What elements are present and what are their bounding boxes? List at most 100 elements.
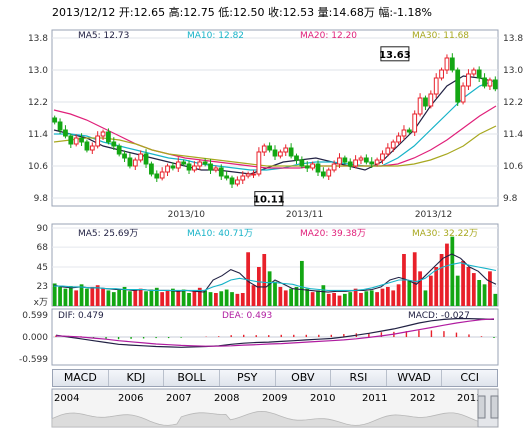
candle-body <box>476 69 482 79</box>
volume-bar <box>299 260 304 306</box>
volume-y-axis: 90 68 45 23 x万 <box>34 224 49 308</box>
tab-psy[interactable]: PSY <box>220 370 276 386</box>
volume-bar <box>214 293 218 306</box>
candle-body <box>487 79 493 87</box>
price-x-axis: 2013/10 2013/11 2013/12 <box>168 210 453 220</box>
candlesticks <box>52 53 498 188</box>
candle-body <box>320 171 326 177</box>
volume-bar <box>439 254 444 306</box>
overview-years: 2004 2006 2007 2008 2009 2010 2011 2012 2013 <box>54 393 482 404</box>
volume-bar <box>289 288 294 306</box>
macd-lines <box>55 318 495 348</box>
tab-wvad[interactable]: WVAD <box>387 370 443 386</box>
candle-body <box>331 163 337 171</box>
volume-bar <box>369 290 374 306</box>
volume-bar <box>471 273 476 306</box>
tab-macd[interactable]: MACD <box>53 370 109 386</box>
volume-bar <box>106 290 111 306</box>
candle-body <box>423 97 428 107</box>
candle-body <box>116 145 122 155</box>
price-ma-lines <box>53 75 497 175</box>
candle-body <box>466 73 471 87</box>
volume-bar <box>342 293 347 306</box>
volume-bar <box>154 287 159 306</box>
volume-bar <box>477 280 482 306</box>
price-xtick: 2013/12 <box>415 210 452 220</box>
candle-body <box>353 159 358 167</box>
candle-body <box>283 147 289 153</box>
dea-line <box>55 318 495 347</box>
candle-body <box>374 159 380 165</box>
macd-legend-3: MACD: -0.027 <box>408 311 470 321</box>
candle-body <box>79 137 84 143</box>
volume-bar <box>230 292 234 306</box>
candle-body <box>213 167 219 171</box>
macd-ytick: -0.599 <box>19 355 48 365</box>
volume-bar <box>488 271 492 306</box>
indicator-tabs: MACD KDJ BOLL PSY OBV RSI WVAD CCI <box>52 369 498 387</box>
overview-year-label: 2006 <box>118 393 143 404</box>
candle-body <box>299 159 305 167</box>
candle-body <box>245 173 251 177</box>
candle-body <box>175 161 181 169</box>
volume-bar <box>74 290 79 306</box>
volume-bar <box>466 267 471 306</box>
volume-bar <box>321 285 326 306</box>
price-ytick-left: 10.6 <box>28 162 48 172</box>
tab-kdj[interactable]: KDJ <box>109 370 165 386</box>
volume-bar <box>450 236 455 306</box>
volume-legend-3: MA20: 39.38万 <box>300 229 366 239</box>
volume-ma-lines <box>53 253 497 293</box>
candle-body <box>122 153 127 159</box>
volume-bar <box>68 286 73 306</box>
volume-bar <box>305 288 310 306</box>
candle-body <box>455 69 461 103</box>
candle-body <box>186 163 192 171</box>
price-ytick-left: 9.8 <box>34 194 49 204</box>
volume-ytick: x万 <box>34 298 48 308</box>
volume-bar <box>79 284 84 306</box>
overview-handle-right[interactable] <box>490 395 499 419</box>
candle-body <box>288 147 294 157</box>
overview-year-label: 2009 <box>262 393 287 404</box>
candle-body <box>294 155 299 161</box>
volume-bar <box>63 288 68 306</box>
overview-year-label: 2013 <box>457 393 482 404</box>
price-y-axis-right: 13.8 13.0 12.2 11.4 10.6 9.8 <box>503 34 523 204</box>
candle-body <box>433 77 439 95</box>
tab-obv[interactable]: OBV <box>276 370 332 386</box>
volume-bar <box>251 285 256 306</box>
volume-bar <box>192 291 197 306</box>
candle-body <box>89 145 95 151</box>
tab-boll[interactable]: BOLL <box>164 370 220 386</box>
volume-bar <box>283 290 288 306</box>
candle-body <box>310 163 315 169</box>
annotation-label: 13.63 <box>379 50 411 61</box>
price-annotations: 13.63 10.11 <box>253 46 411 207</box>
volume-bar <box>278 286 283 306</box>
volume-bar <box>58 286 62 306</box>
candle-body <box>251 173 256 176</box>
price-ytick-right: 13.8 <box>503 34 523 44</box>
candle-body <box>149 163 154 175</box>
volume-bar <box>385 286 390 306</box>
candle-body <box>401 129 407 137</box>
volume-bar <box>434 267 439 306</box>
candle-body <box>127 157 133 167</box>
volume-bar <box>316 290 320 306</box>
price-ytick-left: 11.4 <box>28 130 48 140</box>
tab-cci[interactable]: CCI <box>460 371 479 384</box>
volume-legend-4: MA30: 32.22万 <box>412 229 478 239</box>
volume-bar <box>407 280 412 306</box>
volume-bar <box>412 252 417 306</box>
volume-bar <box>396 284 401 306</box>
price-legend-3: MA20: 12.20 <box>300 31 357 41</box>
volume-bar <box>101 288 105 306</box>
tab-rsi[interactable]: RSI <box>331 370 387 386</box>
overview-handle-left[interactable] <box>477 395 486 419</box>
volume-legend-1: MA5: 25.69万 <box>78 229 138 239</box>
candle-body <box>417 97 423 115</box>
candle-body <box>460 85 466 103</box>
candle-body <box>412 113 418 133</box>
